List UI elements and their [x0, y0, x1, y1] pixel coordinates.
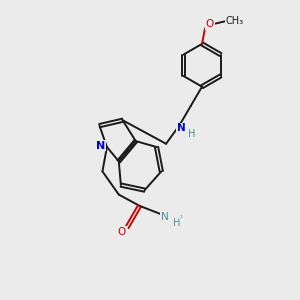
Text: N: N [161, 212, 168, 222]
Text: ₂: ₂ [180, 213, 183, 219]
Text: H: H [188, 129, 196, 139]
Text: CH₃: CH₃ [226, 16, 244, 26]
Text: N: N [96, 140, 106, 151]
Text: O: O [118, 227, 126, 237]
Text: O: O [206, 19, 214, 29]
Text: N: N [176, 123, 185, 133]
Text: H: H [173, 218, 180, 228]
